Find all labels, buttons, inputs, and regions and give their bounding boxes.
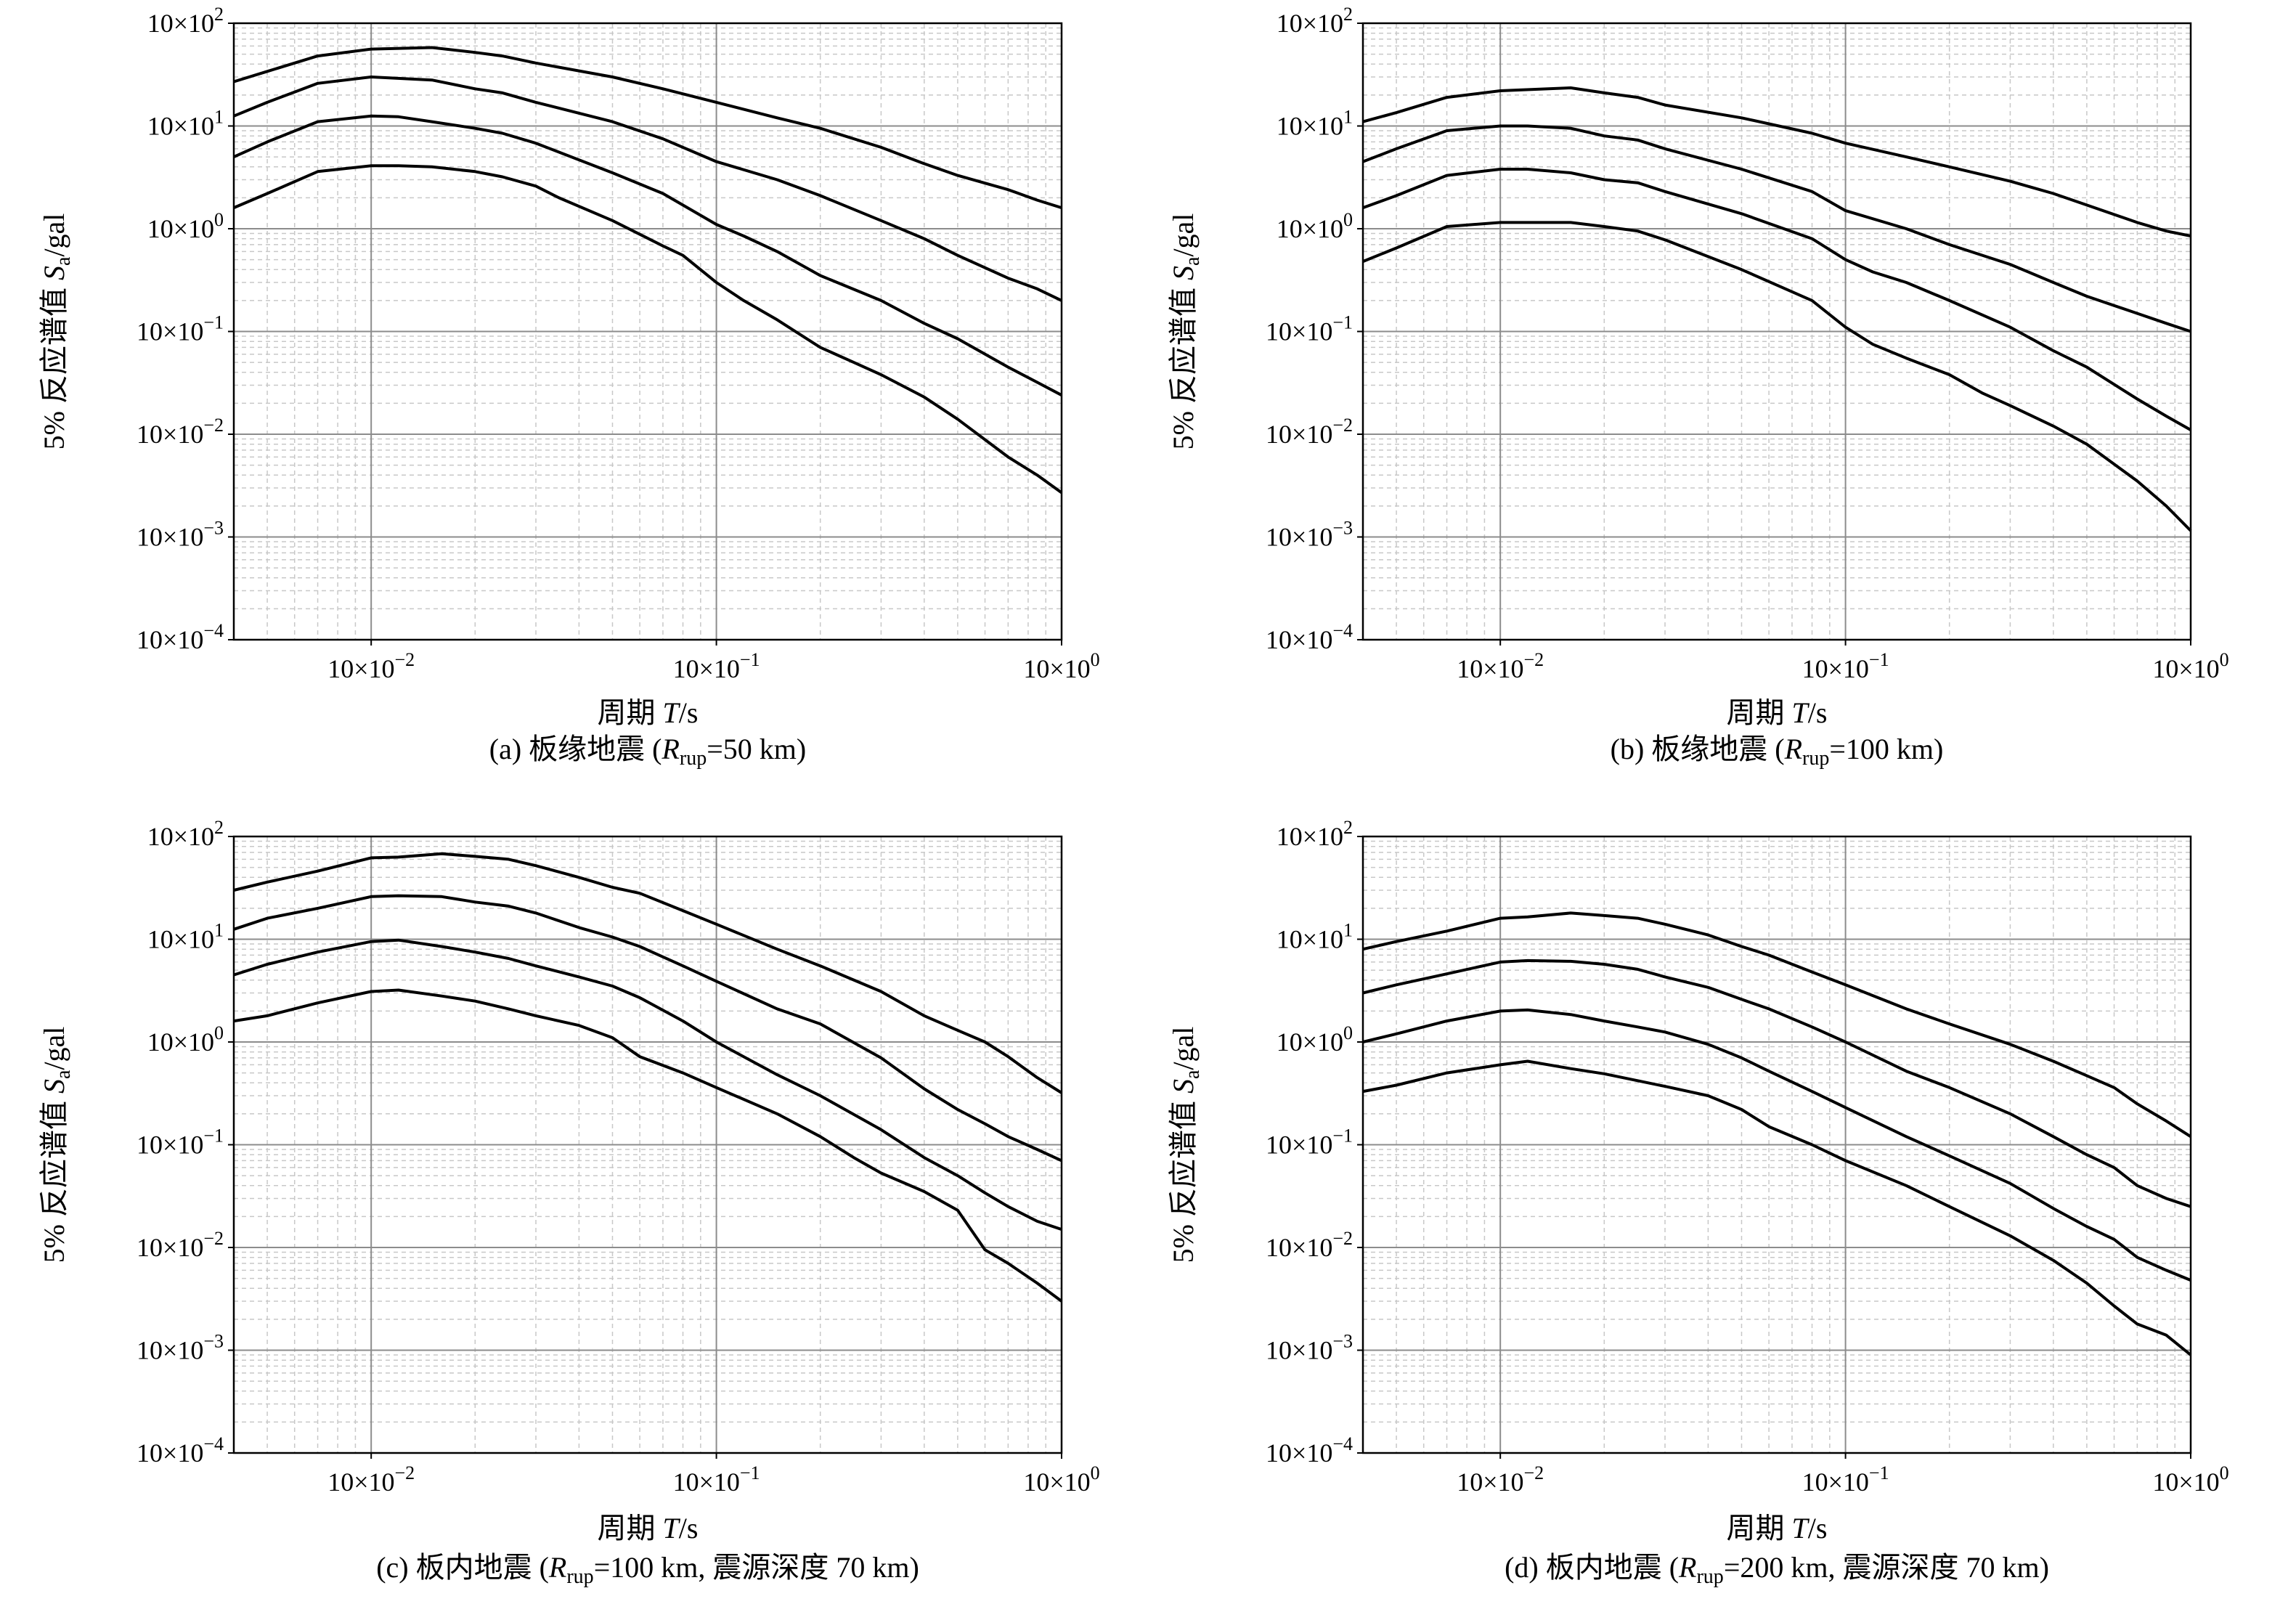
series-line-3: [1362, 1059, 2192, 1356]
series-line-2: [1362, 168, 2191, 431]
series-line-1: [1362, 124, 2191, 333]
y-tick-label: 10×10−4: [1266, 620, 1353, 654]
y-tick-label: 10×10−2: [137, 1228, 224, 1262]
series-line-3: [1362, 221, 2192, 532]
chart-panel-0: 10×102 10×101 10×100 10×10−1 10×10−2 10×10−3 1…: [38, 4, 1100, 770]
series-group: [233, 46, 1063, 494]
chart-panel-3: 10×102 10×101 10×100 10×10−1 10×10−2 10×10−3 1…: [1167, 817, 2229, 1588]
x-tick-label: 10×100: [2152, 1462, 2228, 1497]
y-tick-label: 10×102: [147, 817, 224, 851]
series-line-0: [233, 46, 1062, 210]
y-tick-label: 10×100: [147, 1022, 224, 1057]
y-axis-label: 5% 反应谱值 Sa/gal: [1167, 1027, 1204, 1263]
chart-panel-1: 10×102 10×101 10×100 10×10−1 10×10−2 10×10−3 1…: [1167, 4, 2229, 770]
panel-caption: (b) 板缘地震 (Rrup=100 km): [1611, 733, 1944, 770]
panel-caption: (a) 板缘地震 (Rrup=50 km): [489, 733, 806, 770]
panel-caption: (d) 板内地震 (Rrup=200 km, 震源深度 70 km): [1505, 1551, 2049, 1588]
x-tick-label: 10×10−1: [673, 1462, 760, 1497]
x-tick-label: 10×100: [1023, 649, 1099, 683]
y-tick-label: 10×10−3: [1266, 518, 1353, 552]
panel-caption: (c) 板内地震 (Rrup=100 km, 震源深度 70 km): [376, 1551, 919, 1588]
x-tick-label: 10×10−1: [673, 649, 760, 683]
y-tick-label: 10×10−1: [1266, 312, 1353, 346]
x-axis-label: 周期 T/s: [1727, 696, 1828, 729]
major-grid: [234, 23, 1062, 640]
x-tick-label: 10×10−2: [1457, 1462, 1544, 1497]
y-axis-label: 5% 反应谱值 Sa/gal: [1167, 213, 1204, 450]
y-tick-label: 10×101: [1277, 107, 1353, 141]
y-tick-label: 10×10−1: [137, 1125, 224, 1160]
series-line-2: [233, 938, 1062, 1231]
y-tick-label: 10×10−2: [137, 415, 224, 449]
y-tick-label: 10×10−4: [137, 620, 224, 654]
y-tick-label: 10×10−3: [137, 1331, 224, 1365]
x-tick-label: 10×10−2: [327, 649, 415, 683]
y-tick-label: 10×102: [1277, 4, 1353, 38]
series-group: [1362, 911, 2192, 1356]
major-grid: [234, 836, 1062, 1453]
x-tick-label: 10×10−1: [1802, 1462, 1889, 1497]
y-axis-label: 5% 反应谱值 Sa/gal: [38, 1027, 75, 1263]
y-tick-label: 10×100: [147, 209, 224, 243]
series-line-1: [1362, 958, 2191, 1208]
y-tick-label: 10×10−2: [1266, 1228, 1353, 1262]
x-tick-label: 10×100: [1023, 1462, 1099, 1497]
y-tick-label: 10×102: [147, 4, 224, 38]
chart-panel-2: 10×102 10×101 10×100 10×10−1 10×10−2 10×10−3 1…: [38, 817, 1100, 1588]
x-tick-label: 10×10−2: [327, 1462, 415, 1497]
x-axis-label: 周期 T/s: [1727, 1512, 1828, 1544]
series-line-2: [233, 114, 1062, 396]
x-axis-label: 周期 T/s: [598, 696, 699, 729]
y-tick-label: 10×10−3: [1266, 1331, 1353, 1365]
x-tick-label: 10×10−1: [1802, 649, 1889, 683]
y-tick-label: 10×102: [1277, 817, 1353, 851]
y-tick-label: 10×100: [1277, 1022, 1353, 1057]
series-group: [233, 852, 1063, 1303]
series-line-0: [1362, 911, 2192, 1138]
x-tick-label: 10×100: [2152, 649, 2228, 683]
major-grid: [1363, 836, 2191, 1453]
y-tick-label: 10×100: [1277, 209, 1353, 243]
y-tick-label: 10×10−4: [137, 1433, 224, 1467]
y-tick-label: 10×10−3: [137, 518, 224, 552]
series-line-0: [1362, 86, 2191, 237]
y-tick-label: 10×10−1: [1266, 1125, 1353, 1160]
series-line-3: [233, 164, 1063, 494]
series-line-1: [233, 76, 1062, 302]
y-tick-label: 10×101: [1277, 920, 1353, 954]
y-tick-label: 10×10−4: [1266, 1433, 1353, 1467]
x-axis-label: 周期 T/s: [598, 1512, 699, 1544]
y-tick-label: 10×10−2: [1266, 415, 1353, 449]
y-tick-label: 10×10−1: [137, 312, 224, 346]
series-line-0: [233, 852, 1063, 1094]
series-group: [1362, 86, 2192, 532]
series-line-1: [233, 894, 1062, 1163]
x-tick-label: 10×10−2: [1457, 649, 1544, 683]
y-tick-label: 10×101: [147, 920, 224, 954]
y-tick-label: 10×101: [147, 107, 224, 141]
series-line-3: [233, 988, 1063, 1303]
series-line-2: [1362, 1008, 2191, 1282]
y-axis-label: 5% 反应谱值 Sa/gal: [38, 213, 75, 450]
